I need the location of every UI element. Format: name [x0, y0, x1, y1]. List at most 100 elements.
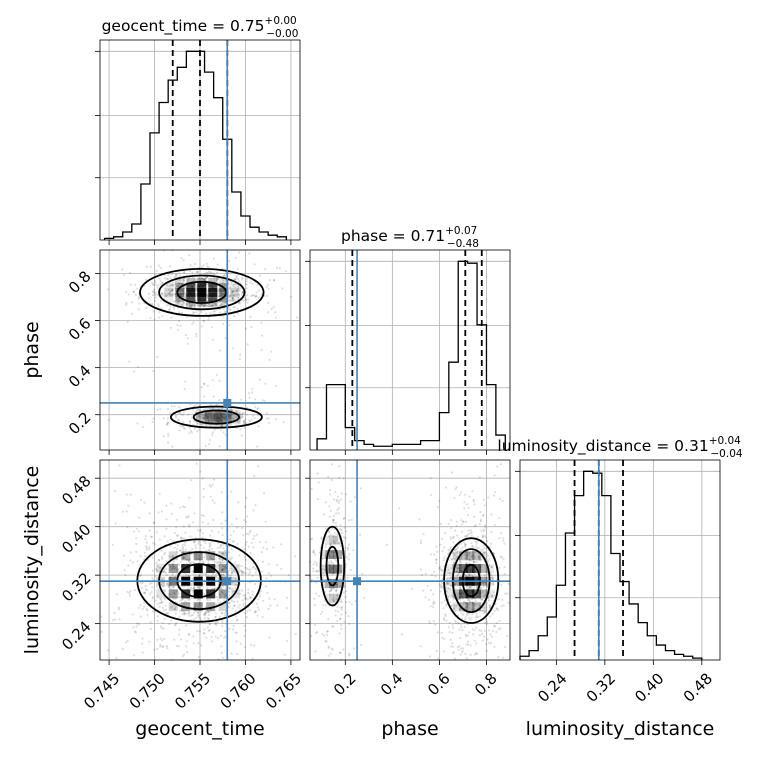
scatter-point [267, 301, 270, 305]
scatter-point [165, 423, 169, 426]
scatter-point [313, 603, 316, 607]
scatter-point [207, 574, 210, 577]
scatter-point [202, 417, 205, 420]
scatter-point [167, 274, 170, 277]
scatter-point [329, 586, 332, 589]
scatter-point [221, 416, 224, 419]
scatter-point [324, 501, 327, 504]
scatter-point [436, 631, 439, 634]
scatter-point [199, 558, 202, 561]
scatter-point [328, 544, 331, 547]
scatter-point [455, 555, 459, 558]
scatter-point [257, 598, 260, 601]
scatter-point [492, 625, 496, 628]
scatter-point [208, 484, 211, 487]
scatter-point [233, 286, 237, 289]
scatter-point [211, 557, 214, 561]
scatter-point [254, 610, 257, 613]
scatter-point [323, 634, 326, 638]
scatter-point [192, 311, 195, 314]
scatter-point [327, 645, 330, 648]
scatter-point [474, 600, 477, 603]
scatter-point [132, 530, 135, 533]
scatter-point [193, 427, 196, 430]
scatter-point [332, 519, 335, 522]
scatter-point [462, 647, 465, 650]
scatter-point [162, 581, 165, 584]
scatter-point [477, 558, 480, 561]
scatter-point [478, 634, 481, 637]
scatter-point [245, 287, 248, 290]
scatter-point [254, 504, 257, 507]
scatter-point [194, 292, 197, 295]
density-cell [208, 287, 218, 297]
scatter-point [171, 555, 175, 558]
scatter-point [129, 559, 132, 562]
scatter-point [340, 498, 343, 501]
scatter-point [211, 631, 214, 634]
scatter-point [478, 615, 481, 618]
scatter-point [148, 640, 151, 643]
scatter-point [236, 600, 239, 603]
scatter-point [473, 515, 476, 518]
scatter-point [178, 272, 181, 275]
scatter-point [138, 516, 141, 519]
scatter-point [199, 528, 202, 531]
scatter-point [172, 305, 175, 308]
scatter-point [144, 554, 147, 558]
scatter-point [236, 526, 239, 529]
scatter-point [216, 564, 219, 567]
scatter-point [187, 632, 191, 635]
scatter-point [220, 651, 223, 655]
scatter-point [337, 551, 340, 555]
scatter-point [488, 615, 492, 618]
density-cell [465, 564, 475, 573]
scatter-point [332, 625, 335, 628]
scatter-point [194, 603, 197, 607]
scatter-point [202, 304, 205, 307]
scatter-point [244, 596, 247, 599]
scatter-point [235, 517, 238, 520]
scatter-point [100, 615, 103, 618]
density-cell [465, 602, 475, 612]
scatter-point [475, 524, 478, 527]
scatter-point [234, 615, 238, 618]
scatter-point [181, 543, 184, 546]
scatter-point [208, 622, 211, 625]
scatter-point [337, 501, 340, 505]
scatter-point [460, 556, 463, 560]
scatter-point [216, 417, 219, 420]
scatter-point [210, 411, 213, 414]
scatter-point [449, 638, 452, 641]
scatter-point [167, 612, 170, 615]
scatter-point [320, 610, 324, 613]
density-cell [230, 287, 240, 297]
scatter-point [179, 324, 182, 327]
scatter-point [450, 471, 454, 474]
scatter-point [218, 418, 221, 421]
scatter-point [186, 280, 189, 283]
scatter-point [208, 628, 211, 632]
scatter-point [467, 554, 470, 557]
scatter-point [176, 298, 179, 301]
density-cell [219, 297, 229, 307]
scatter-point [468, 603, 471, 606]
grid-layer [100, 40, 720, 660]
scatter-point [145, 545, 148, 548]
scatter-point [161, 557, 164, 560]
scatter-point [214, 635, 217, 638]
scatter-point [348, 519, 351, 522]
scatter-point [173, 567, 176, 571]
scatter-point [319, 613, 322, 616]
scatter-point [447, 548, 450, 552]
scatter-point [347, 547, 350, 550]
scatter-point [242, 604, 245, 607]
scatter-point [243, 556, 246, 559]
scatter-point [224, 635, 227, 638]
scatter-point [212, 272, 216, 275]
scatter-point [173, 405, 176, 408]
scatter-point [452, 626, 455, 629]
scatter-point [452, 598, 455, 601]
scatter-point [331, 572, 334, 576]
scatter-point [495, 630, 498, 634]
